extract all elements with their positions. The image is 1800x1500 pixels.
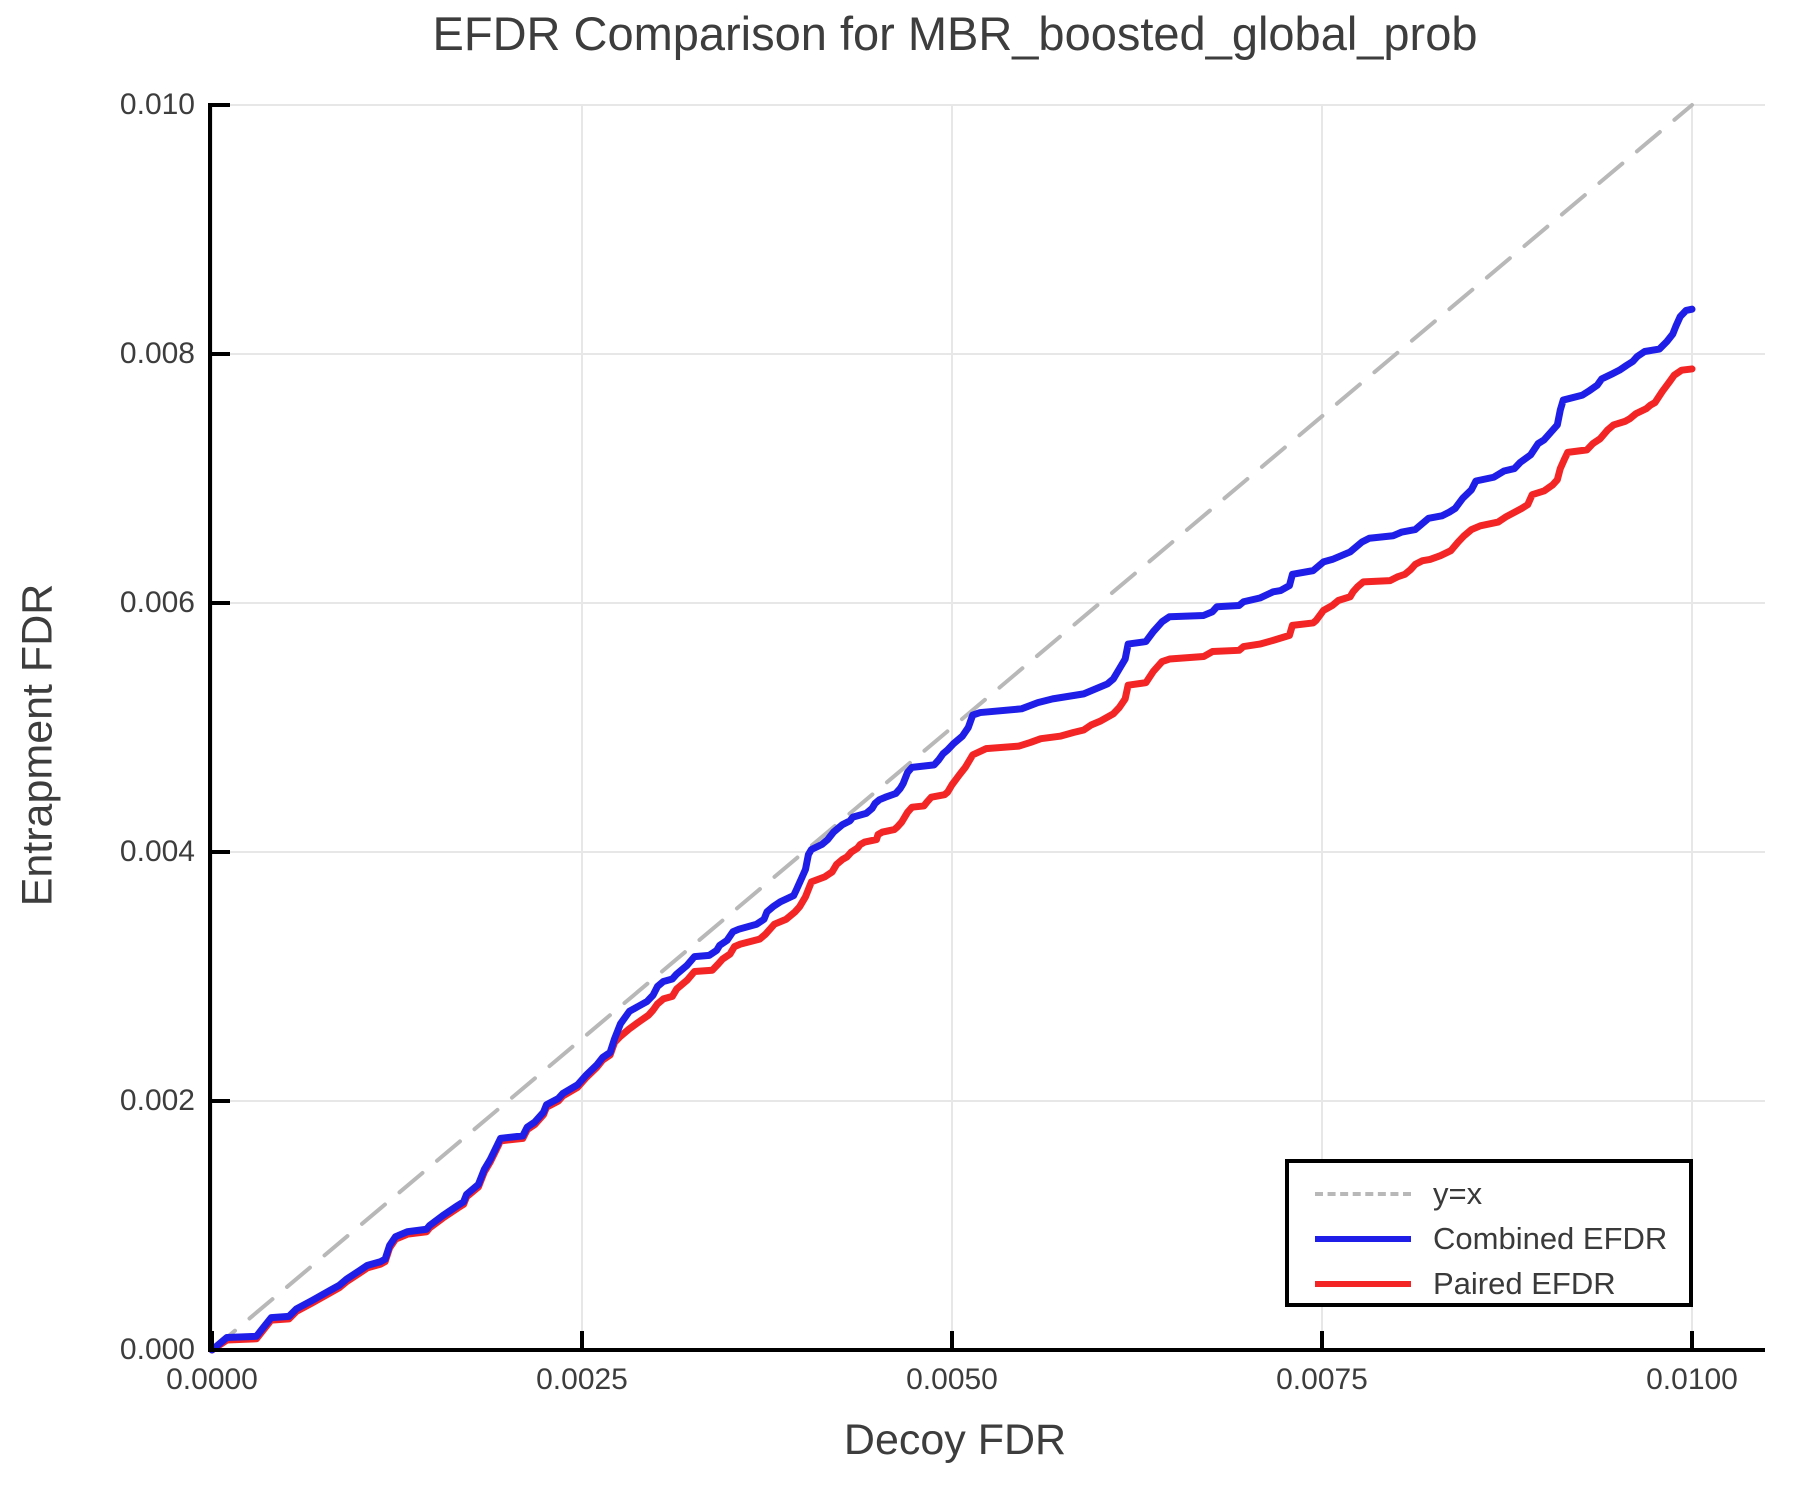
y-tick-label: 0.000 — [119, 1333, 195, 1366]
x-tick-label: 0.0075 — [1276, 1363, 1368, 1396]
x-tick-label: 0.0100 — [1646, 1363, 1738, 1396]
x-axis-title: Decoy FDR — [843, 1416, 1067, 1464]
identity-line — [210, 103, 1694, 1352]
legend-label: Paired EFDR — [1433, 1266, 1616, 1301]
y-tick-label: 0.010 — [119, 88, 195, 121]
legend: y=x Combined EFDR Paired EFDR — [1285, 1159, 1693, 1307]
x-tick-label: 0.0050 — [906, 1363, 998, 1396]
y-tick-label: 0.008 — [119, 337, 195, 370]
y-tick-label: 0.004 — [119, 835, 195, 868]
legend-label: Combined EFDR — [1433, 1221, 1668, 1256]
dashed-line-swatch — [1315, 1192, 1411, 1196]
solid-line-swatch — [1315, 1281, 1411, 1287]
legend-item-paired-efdr: Paired EFDR — [1315, 1267, 1616, 1301]
y-tick-label: 0.006 — [119, 586, 195, 619]
legend-label: y=x — [1433, 1176, 1483, 1211]
x-tick-label: 0.0000 — [166, 1363, 258, 1396]
legend-item-y-x: y=x — [1315, 1177, 1482, 1211]
x-tick-label: 0.0025 — [536, 1363, 628, 1396]
combined-efdr-line — [208, 305, 1696, 1354]
legend-item-combined-efdr: Combined EFDR — [1315, 1222, 1667, 1256]
chart-title: EFDR Comparison for MBR_boosted_global_p… — [432, 7, 1478, 60]
solid-line-swatch — [1315, 1236, 1411, 1242]
y-tick-label: 0.002 — [119, 1084, 195, 1117]
